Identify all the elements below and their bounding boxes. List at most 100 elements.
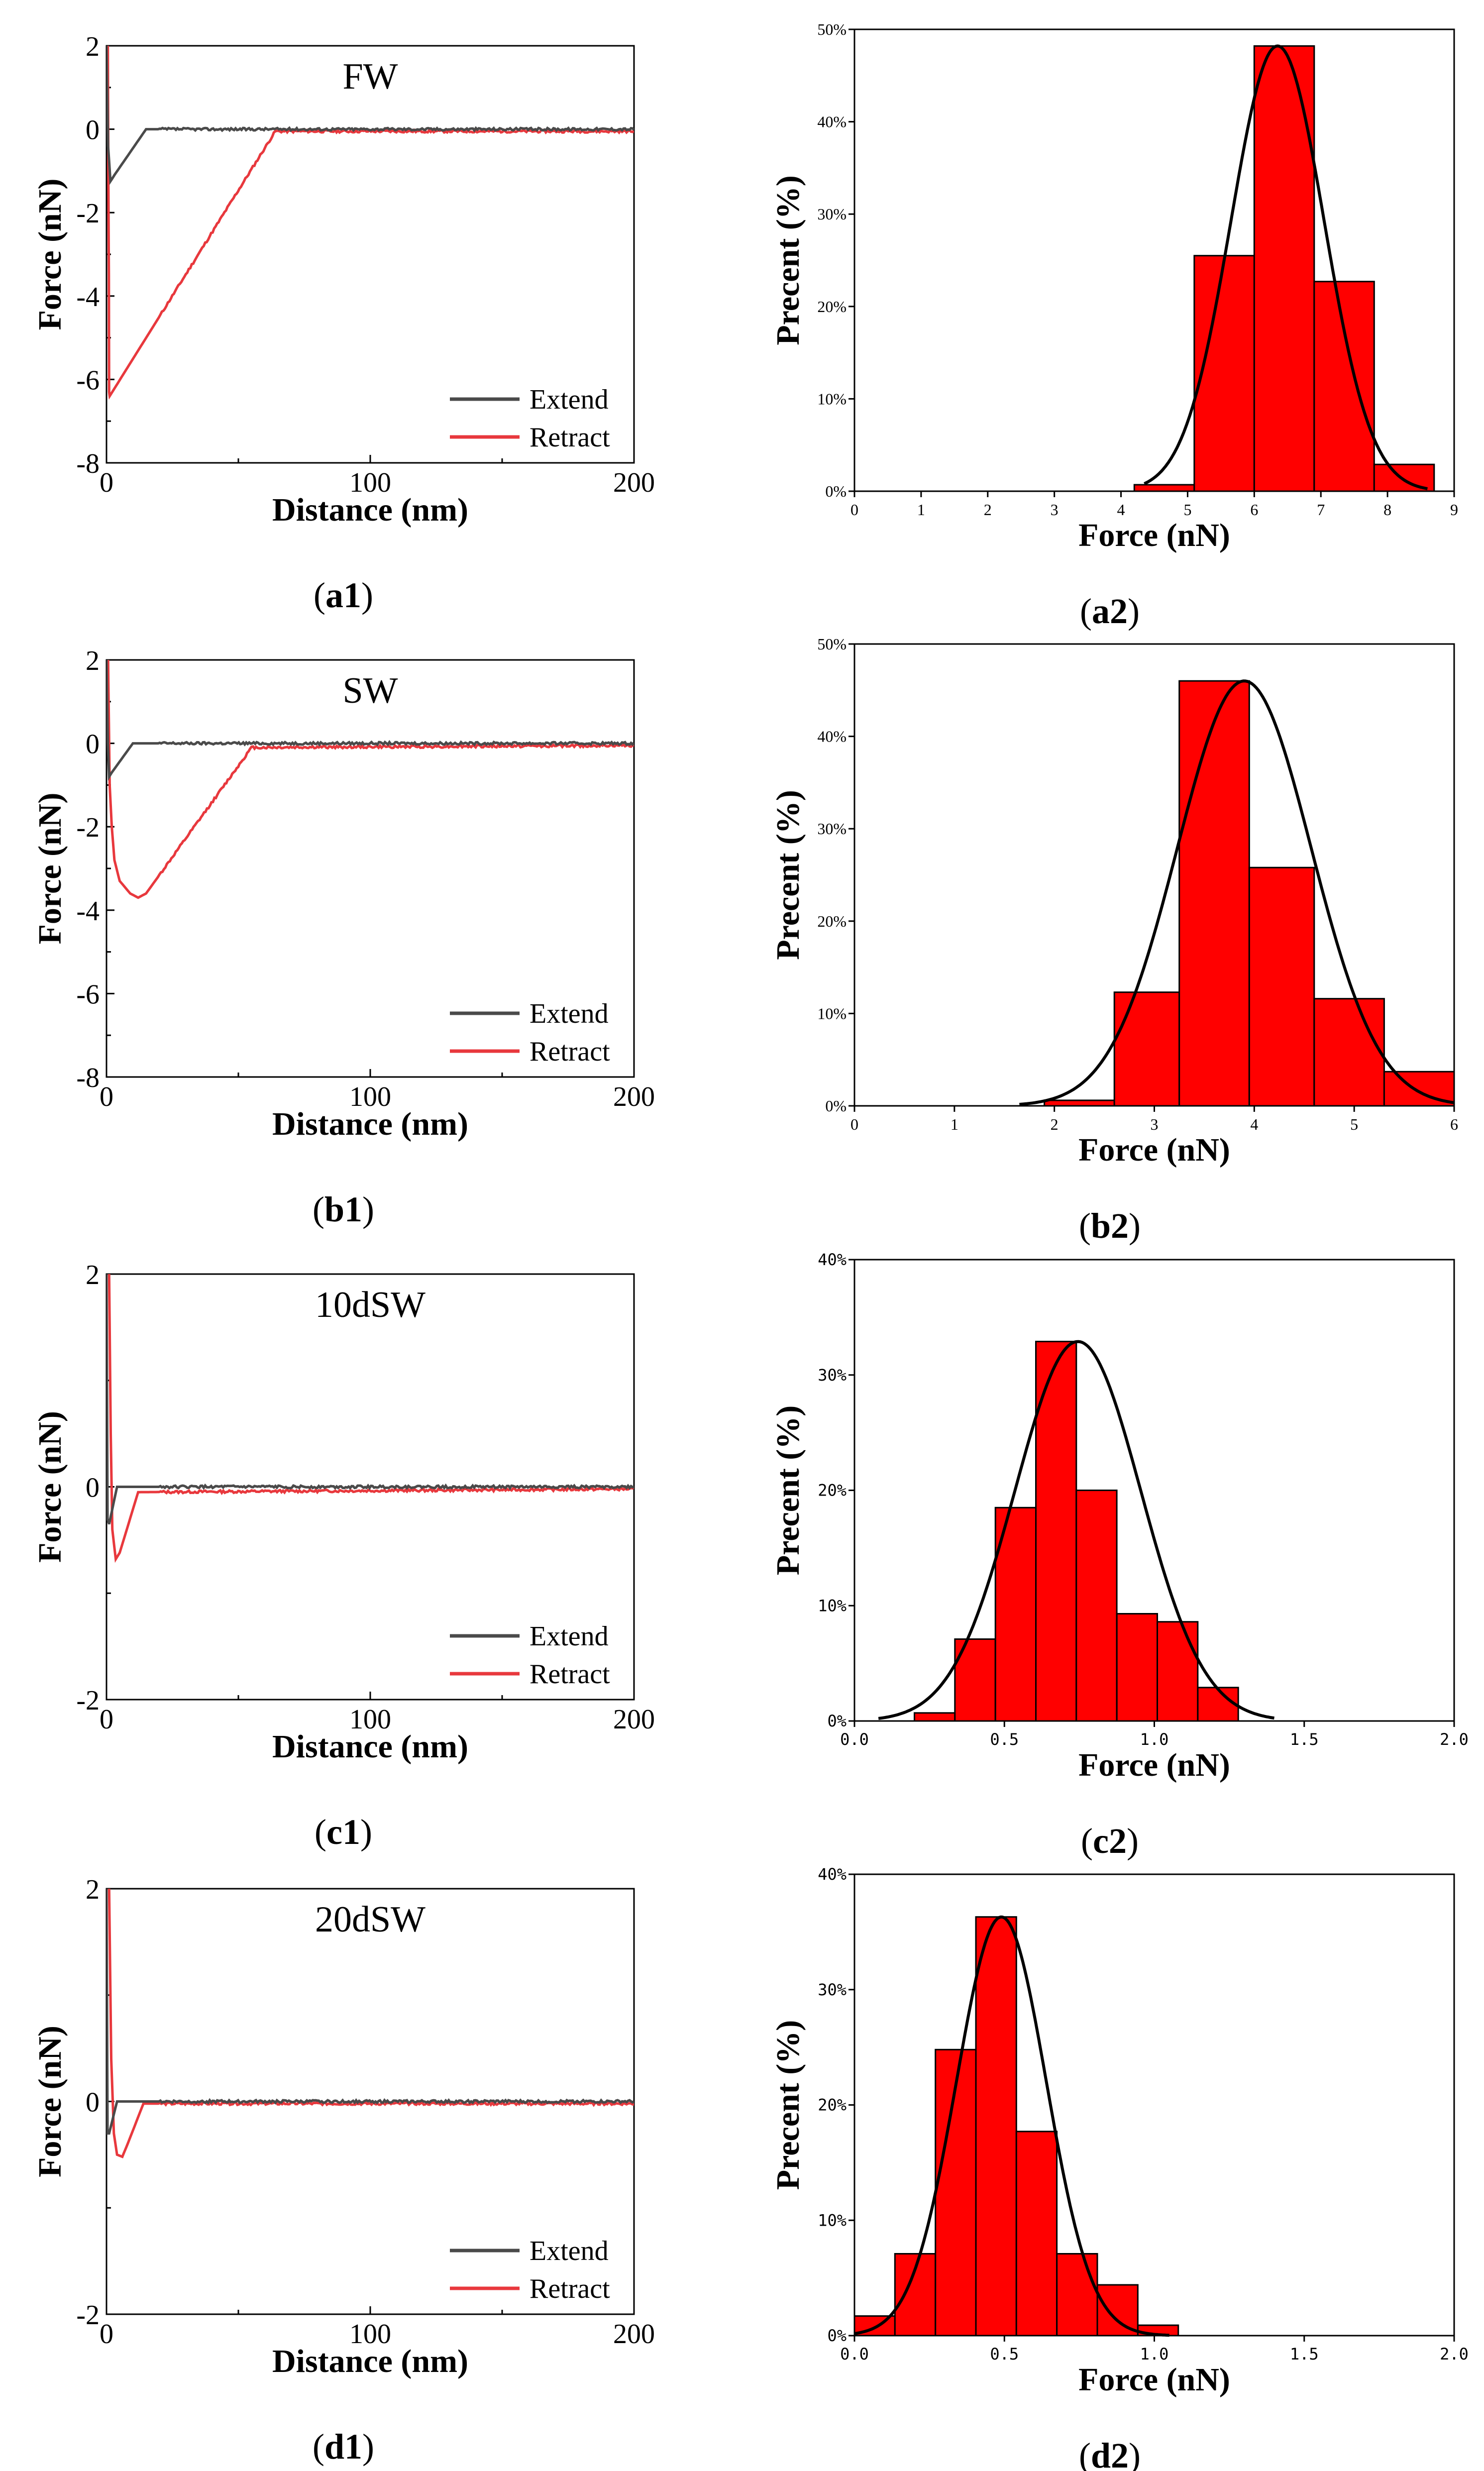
y-tick-label: 0% <box>827 2326 847 2345</box>
x-tick-label: 2 <box>984 501 992 519</box>
histogram-bar <box>1113 991 1180 1107</box>
y-tick-label: -6 <box>76 365 100 396</box>
y-tick-label: -6 <box>76 979 100 1010</box>
x-tick-label: 1.0 <box>1140 1730 1169 1749</box>
y-axis-title: Precent (%) <box>770 1405 806 1575</box>
y-tick-label: 50% <box>817 20 847 38</box>
sample-label: FW <box>343 56 398 97</box>
panel-caption: (b1) <box>313 1189 374 1229</box>
x-axis-title: Force (nN) <box>1078 2362 1230 2398</box>
histogram-bar <box>975 1916 1017 2337</box>
histogram-bar <box>1075 1490 1118 1722</box>
y-tick-label: 0 <box>86 2087 100 2118</box>
y-tick-label: 2 <box>86 1874 100 1905</box>
x-tick-label: 0.0 <box>840 1730 869 1749</box>
y-tick-label: -4 <box>76 896 100 927</box>
x-tick-label: 200 <box>613 2319 655 2350</box>
legend-label-retract: Retract <box>530 422 610 453</box>
histogram-bar <box>1253 45 1315 492</box>
x-tick-label: 1.5 <box>1290 1730 1319 1749</box>
x-tick-label: 1 <box>951 1115 958 1133</box>
y-tick-label: 50% <box>817 635 847 653</box>
caption-paren-close: ) <box>1129 1206 1141 1246</box>
caption-paren-open: ( <box>315 1812 326 1852</box>
y-tick-label: -2 <box>76 198 100 229</box>
sample-label: SW <box>343 670 398 711</box>
x-tick-label: 200 <box>613 1081 655 1112</box>
gaussian-fit-curve <box>878 1340 1274 1720</box>
x-tick-label: 0.0 <box>840 2345 869 2364</box>
gaussian-fit-curve <box>1019 679 1455 1106</box>
panel-b2: 0% 10% 20% 30% 40% 50% 0 1 2 3 4 5 6 Force (nN) Precen… <box>770 635 1458 1246</box>
y-tick-label: -2 <box>76 812 100 843</box>
histogram-bar <box>1035 1341 1077 1722</box>
panel-caption: (d1) <box>313 2427 374 2467</box>
x-tick-label: 100 <box>349 1081 391 1112</box>
y-tick-label: 20% <box>818 1481 847 1500</box>
x-tick-label: 1.5 <box>1290 2345 1319 2364</box>
caption-paren-close: ) <box>1128 591 1140 631</box>
y-axis-title: Precent (%) <box>770 2020 806 2190</box>
x-tick-label: 0 <box>100 1081 113 1112</box>
y-tick-label: 0 <box>86 115 100 146</box>
y-tick-label: -2 <box>76 1685 100 1716</box>
y-tick-label: 40% <box>817 113 847 131</box>
y-tick-label: 0 <box>86 729 100 760</box>
gaussian-fit-curve <box>854 1915 1169 2337</box>
histogram-bar <box>914 1712 956 1722</box>
caption-paren-open: ( <box>1079 2436 1091 2471</box>
caption-paren-close: ) <box>361 575 373 615</box>
histogram-bar <box>1157 1621 1199 1722</box>
extend-curve <box>106 660 634 781</box>
x-tick-label: 5 <box>1350 1115 1358 1133</box>
y-tick-label: 20% <box>817 298 847 316</box>
x-tick-label: 200 <box>613 1704 655 1735</box>
sample-label: 10dSW <box>315 1285 425 1325</box>
y-tick-label: 0% <box>827 1712 847 1730</box>
plot-frame <box>853 28 1455 492</box>
y-axis-title: Force (nN) <box>32 793 68 945</box>
x-axis-title: Force (nN) <box>1078 1747 1230 1783</box>
y-tick-label: 40% <box>817 728 847 746</box>
histogram-bar <box>1056 2253 1098 2337</box>
y-axis-title: Force (nN) <box>32 2026 68 2177</box>
histogram-bar <box>1248 866 1315 1107</box>
panel-caption: (c1) <box>315 1812 372 1852</box>
extend-curve <box>106 46 634 185</box>
caption-paren-open: ( <box>1079 1206 1091 1246</box>
y-tick-label: 20% <box>817 912 847 930</box>
x-tick-label: 5 <box>1183 501 1191 519</box>
histogram-bar <box>1313 998 1385 1107</box>
caption-label: c1 <box>326 1812 360 1852</box>
y-axis-title: Precent (%) <box>770 790 806 960</box>
curve-group <box>106 1274 634 1563</box>
caption-paren-close: ) <box>362 2427 374 2467</box>
caption-label: c2 <box>1093 1821 1127 1861</box>
caption-label: d2 <box>1091 2436 1129 2471</box>
caption-paren-close: ) <box>360 1812 372 1852</box>
legend-label-extend: Extend <box>530 998 609 1029</box>
panel-d2: 0% 10% 20% 30% 40% 0.0 0.5 1.0 1.5 2.0 Force (nN) P… <box>770 1865 1469 2471</box>
y-axis-title: Precent (%) <box>770 175 806 345</box>
y-tick-label: 20% <box>818 2096 847 2115</box>
y-tick-label: -4 <box>76 282 100 313</box>
x-tick-label: 0 <box>850 501 858 519</box>
x-tick-label: 2 <box>1051 1115 1059 1133</box>
histogram-bar <box>1133 484 1195 492</box>
histogram-bar <box>1044 1099 1115 1107</box>
y-tick-label: 30% <box>818 1366 847 1385</box>
y-tick-label: 10% <box>817 1004 847 1022</box>
y-axis-title: Force (nN) <box>32 1411 68 1563</box>
y-tick-label: 10% <box>818 2211 847 2230</box>
x-tick-label: 2.0 <box>1440 1730 1469 1749</box>
histogram-bar <box>1116 1613 1158 1722</box>
x-tick-label: 4 <box>1250 1115 1258 1133</box>
y-tick-label: -8 <box>76 1063 100 1093</box>
x-axis-title: Force (nN) <box>1078 1132 1230 1168</box>
caption-paren-open: ( <box>313 1189 324 1229</box>
panel-caption: (c2) <box>1081 1821 1139 1861</box>
y-tick-label: 2 <box>86 31 100 62</box>
y-tick-label: 2 <box>86 645 100 676</box>
x-tick-label: 3 <box>1051 501 1059 519</box>
